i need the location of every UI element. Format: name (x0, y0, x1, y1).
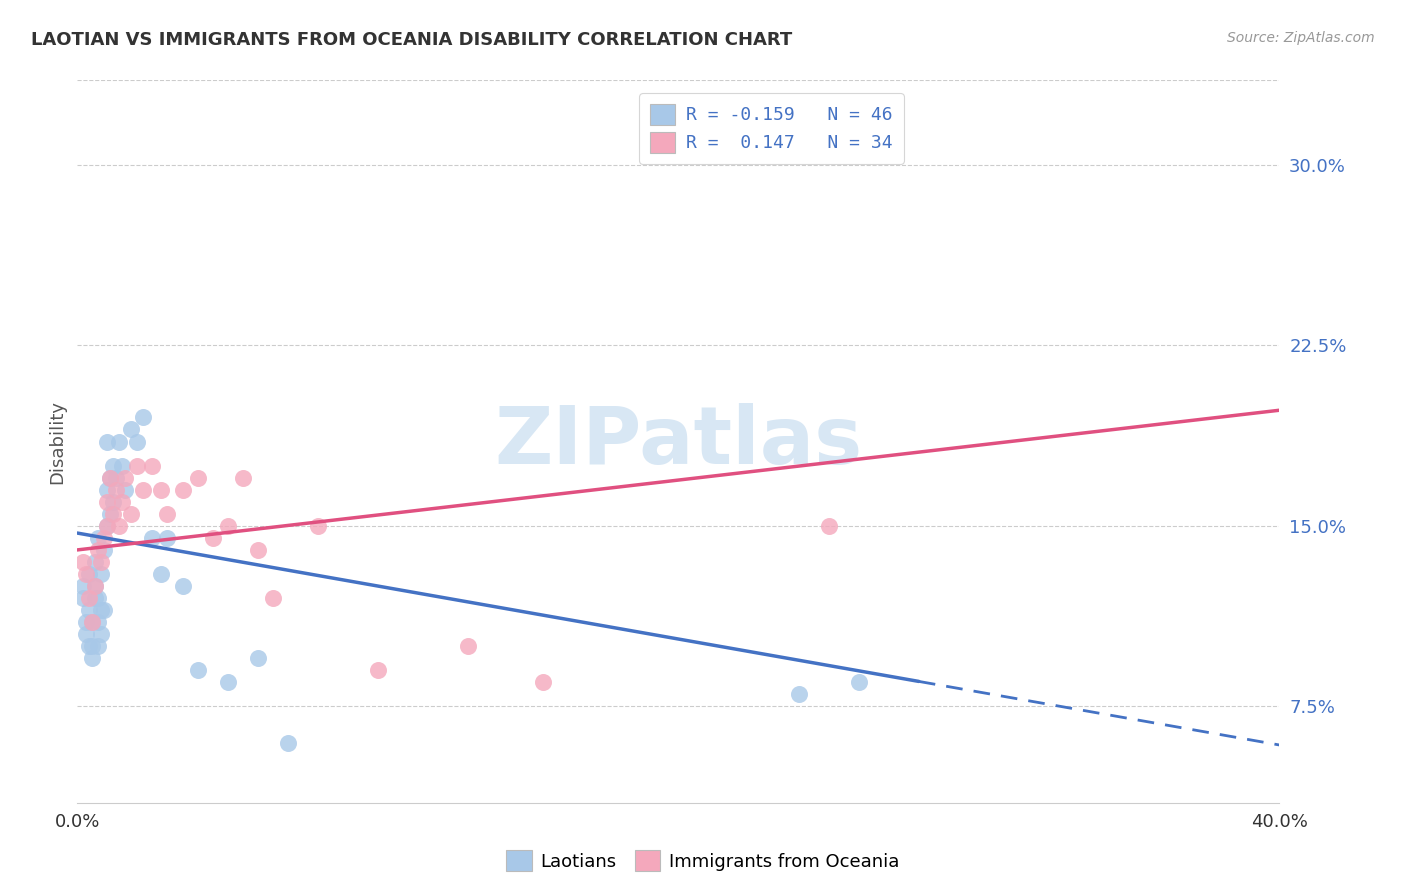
Point (150, 483, 173, 497)
Point (108, 434, 131, 449)
Legend: Laotians, Immigrants from Oceania: Laotians, Immigrants from Oceania (499, 843, 907, 879)
Point (90, 627, 112, 641)
Point (120, 507, 142, 521)
Point (93, 531, 115, 545)
Point (531, 675, 554, 690)
Point (93, 542, 115, 557)
Point (87, 542, 110, 557)
Point (72, 555, 94, 569)
Point (111, 458, 134, 473)
Point (111, 494, 134, 508)
Point (262, 591, 284, 606)
Text: Source: ZipAtlas.com: Source: ZipAtlas.com (1227, 31, 1375, 45)
Text: ZIPatlas: ZIPatlas (495, 402, 862, 481)
Legend: R = -0.159   N = 46, R =  0.147   N = 34: R = -0.159 N = 46, R = 0.147 N = 34 (640, 93, 904, 163)
Point (201, 531, 224, 545)
Point (93, 603, 115, 617)
Point (79, 567, 101, 582)
Point (72, 591, 94, 606)
Point (82, 615, 104, 630)
Point (307, 519, 329, 533)
Point (79, 591, 101, 606)
Point (75, 627, 97, 641)
Point (246, 542, 269, 557)
Point (75, 567, 97, 582)
Point (90, 567, 112, 582)
Point (848, 675, 870, 690)
Point (132, 483, 155, 497)
Point (87, 531, 110, 545)
Point (817, 519, 839, 533)
Point (217, 675, 239, 690)
Point (172, 483, 194, 497)
Point (96, 519, 118, 533)
Point (84, 591, 107, 606)
Point (96, 483, 118, 497)
Point (100, 471, 122, 485)
Point (87, 639, 110, 653)
Point (82, 651, 104, 665)
Point (108, 519, 131, 533)
Point (120, 423, 142, 437)
Point (100, 507, 122, 521)
Point (103, 507, 125, 521)
Point (90, 555, 112, 569)
Point (127, 458, 149, 473)
Point (96, 434, 118, 449)
Point (79, 603, 101, 617)
Point (84, 555, 107, 569)
Point (114, 483, 136, 497)
Point (75, 615, 97, 630)
Point (84, 579, 107, 593)
Point (90, 603, 112, 617)
Point (114, 471, 136, 485)
Point (150, 567, 173, 582)
Point (141, 458, 163, 473)
Point (82, 639, 104, 653)
Y-axis label: Disability: Disability (48, 400, 66, 483)
Point (79, 639, 101, 653)
Point (156, 507, 179, 521)
Point (96, 494, 118, 508)
Point (87, 591, 110, 606)
Point (103, 494, 125, 508)
Point (787, 687, 810, 701)
Point (246, 651, 269, 665)
Point (232, 471, 254, 485)
Point (96, 519, 118, 533)
Point (105, 483, 128, 497)
Point (103, 458, 125, 473)
Point (84, 579, 107, 593)
Point (141, 531, 163, 545)
Point (186, 471, 209, 485)
Text: LAOTIAN VS IMMIGRANTS FROM OCEANIA DISABILITY CORRELATION CHART: LAOTIAN VS IMMIGRANTS FROM OCEANIA DISAB… (31, 31, 792, 49)
Point (156, 531, 179, 545)
Point (367, 664, 389, 678)
Point (132, 410, 155, 425)
Point (127, 434, 149, 449)
Point (186, 664, 209, 678)
Point (277, 735, 299, 749)
Point (100, 471, 122, 485)
Point (457, 639, 479, 653)
Point (217, 519, 239, 533)
Point (87, 615, 110, 630)
Point (172, 579, 194, 593)
Point (105, 471, 128, 485)
Point (72, 579, 94, 593)
Point (82, 615, 104, 630)
